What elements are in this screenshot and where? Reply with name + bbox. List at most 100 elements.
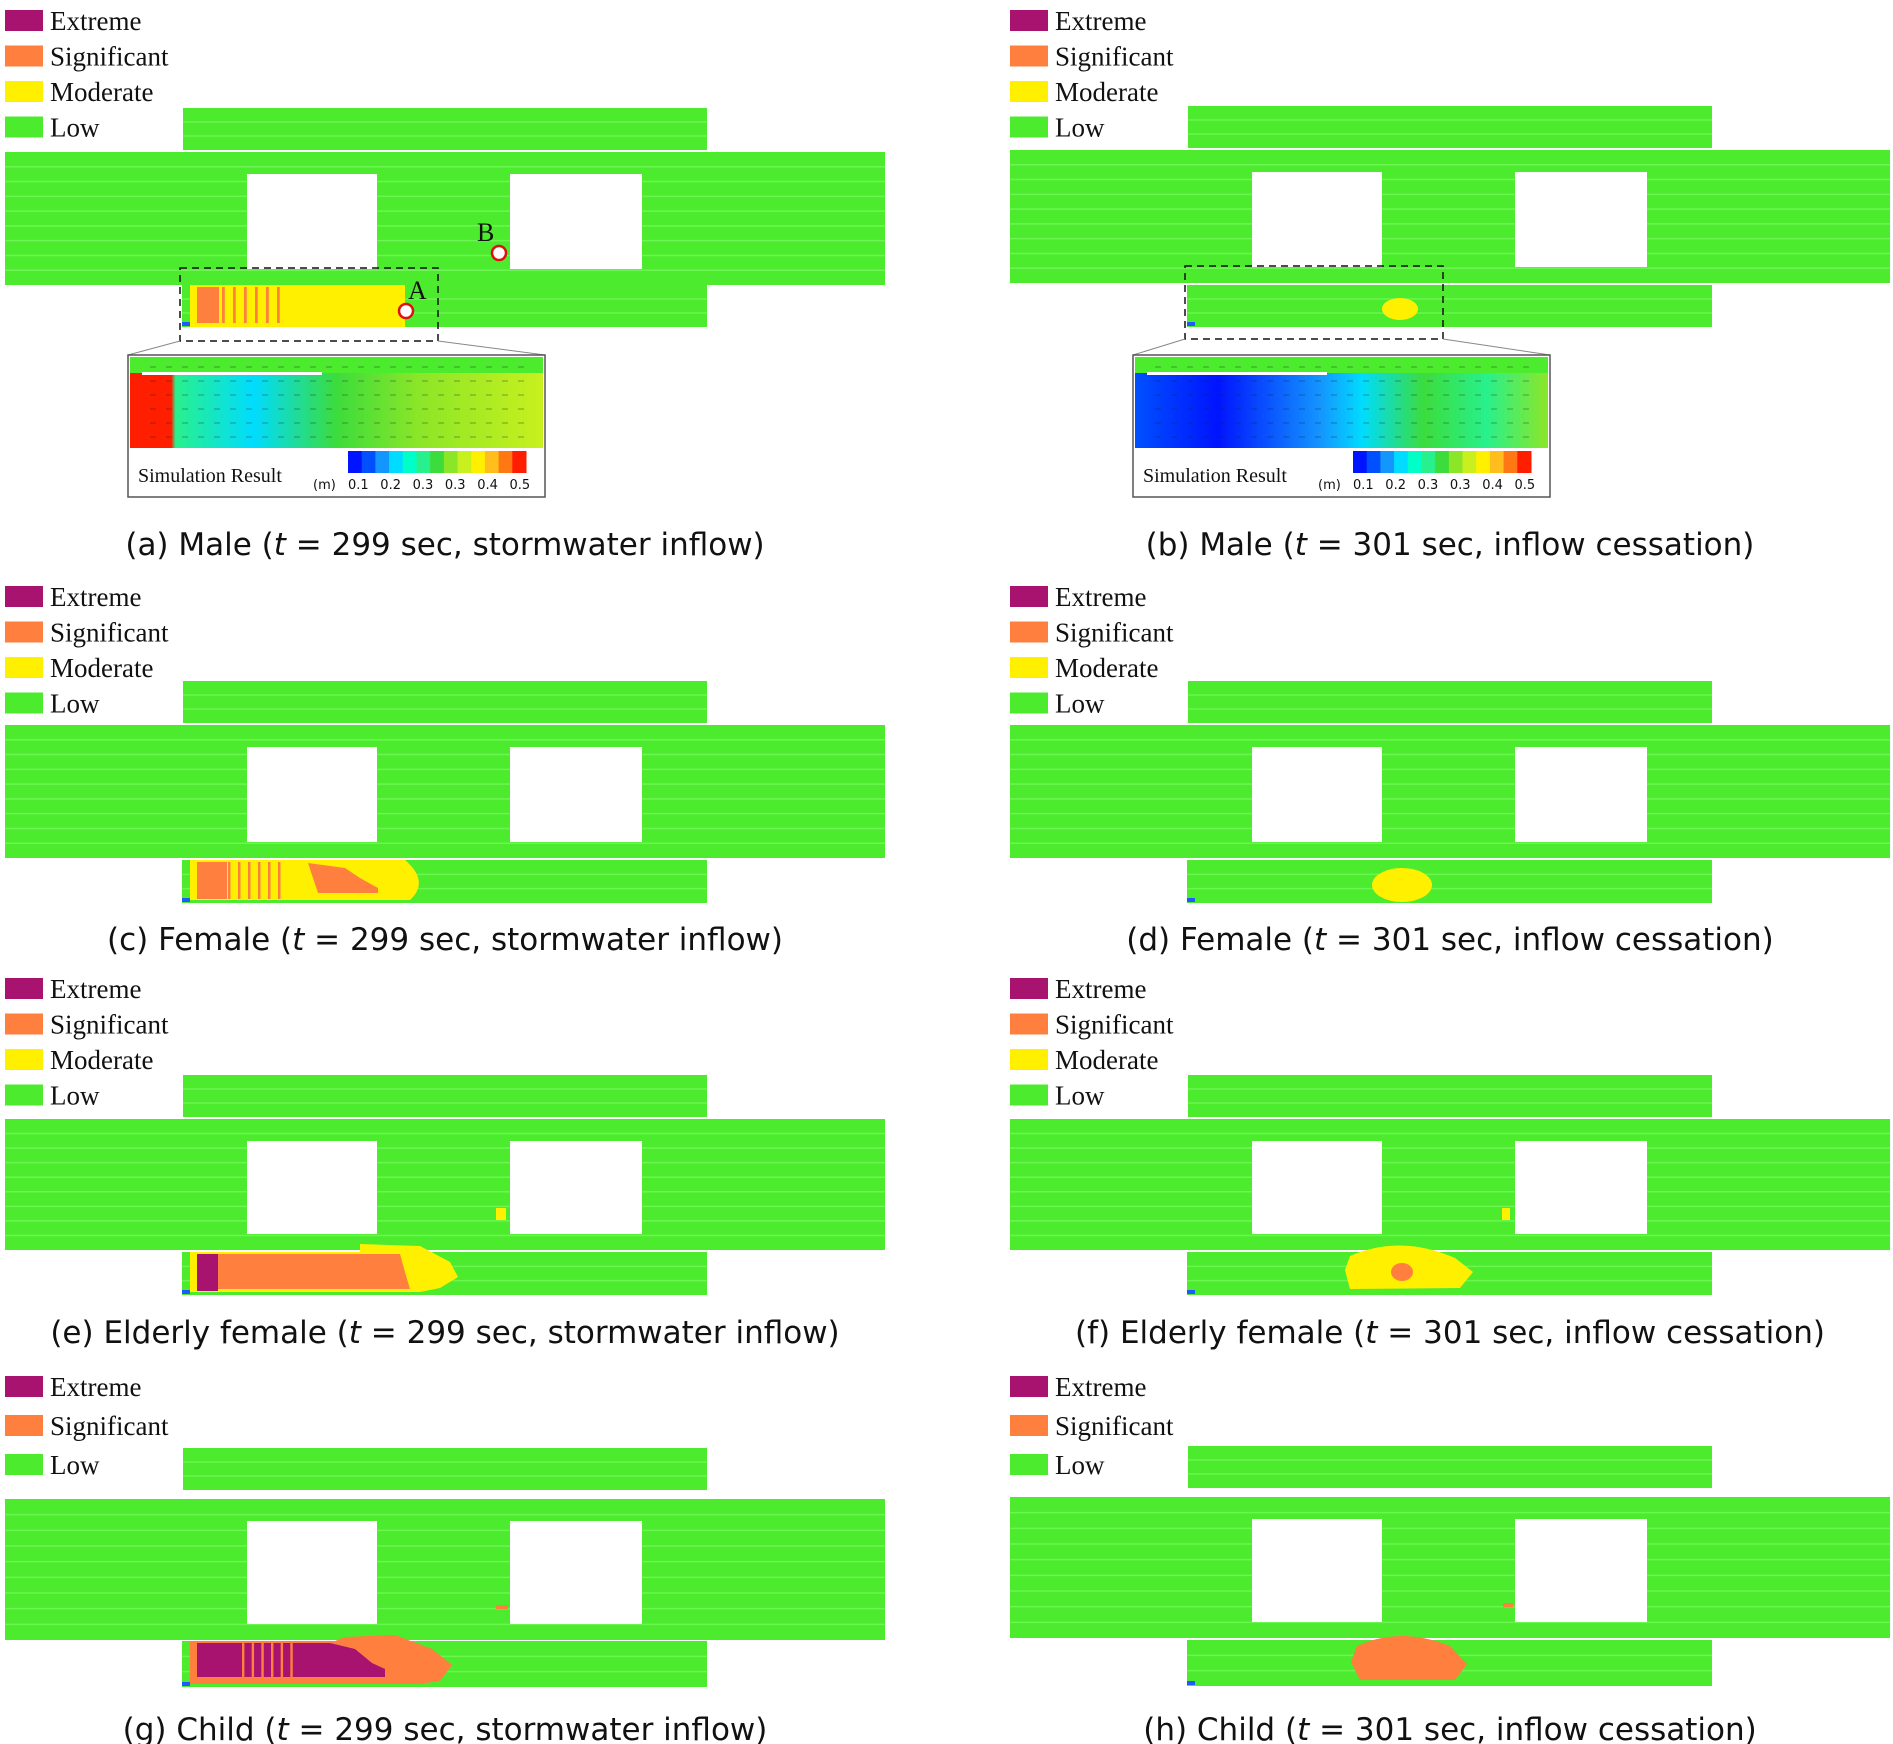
colorbar-cell	[1353, 451, 1368, 473]
legend-label-significant: Significant	[1055, 1411, 1174, 1441]
colorbar-cell	[498, 451, 513, 473]
colorbar-cell	[1421, 451, 1436, 473]
hazard-spot	[1503, 1603, 1513, 1607]
legend-swatch-extreme	[1010, 978, 1048, 999]
colorbar-tick-label: 0.2	[380, 478, 401, 493]
hazard-zone-significant	[1351, 1636, 1467, 1680]
legend-swatch-significant	[1010, 621, 1048, 643]
legend-label-extreme: Extreme	[1055, 6, 1146, 36]
legend-label-low: Low	[1055, 1450, 1105, 1480]
building-block	[247, 174, 377, 269]
legend-swatch-low	[5, 1084, 43, 1106]
main-road-block	[5, 725, 885, 858]
marker-b-label: B	[477, 218, 494, 247]
top-road-strip	[183, 108, 707, 150]
colorbar-cell	[375, 451, 390, 473]
legend-label-moderate: Moderate	[1055, 77, 1158, 107]
main-road-block	[1010, 725, 1890, 858]
legend-swatch-extreme	[5, 1376, 43, 1397]
main-road-block	[1010, 150, 1890, 283]
main-road-block	[1010, 1119, 1890, 1250]
main-road-block	[5, 152, 885, 285]
colorbar-tick-label: 0.3	[445, 478, 466, 493]
legend-swatch-low	[1010, 692, 1048, 714]
colorbar-cell	[1435, 451, 1450, 473]
simulation-field-depth	[1135, 373, 1548, 448]
building-block	[1515, 1519, 1647, 1622]
marker-b	[490, 244, 508, 262]
legend-swatch-low	[1010, 116, 1048, 138]
hazard-zone-moderate	[1382, 298, 1418, 320]
colorbar-cell	[484, 451, 500, 473]
panel-e: Extreme Significant Moderate Low (e) Elderly…	[5, 974, 885, 1351]
inlet-mark	[182, 898, 190, 902]
colorbar-cell	[1503, 451, 1518, 473]
legend-label-moderate: Moderate	[50, 1045, 153, 1075]
colorbar-cell	[1476, 451, 1491, 473]
legend-swatch-extreme	[1010, 10, 1048, 31]
legend-label-low: Low	[50, 1450, 100, 1480]
hazard-zone-significant	[197, 862, 227, 899]
hazard-zone-moderate	[1372, 868, 1432, 902]
hazard-zone-significant	[1391, 1263, 1413, 1281]
legend-swatch-low	[1010, 1454, 1048, 1475]
colorbar-tick-label: 0.5	[1515, 478, 1536, 493]
bottom-road-strip	[1187, 285, 1712, 327]
top-road-strip	[183, 1448, 707, 1490]
legend-label-extreme: Extreme	[1055, 974, 1146, 1004]
building-block	[510, 1521, 642, 1624]
colorbar-tick-label: 0.1	[1353, 478, 1374, 493]
legend-label-moderate: Moderate	[50, 653, 153, 683]
legend-swatch-low	[5, 692, 43, 714]
inlet-mark	[1187, 1681, 1195, 1685]
hazard-zone-extreme	[197, 1254, 218, 1291]
zoom-region-box	[1184, 265, 1444, 340]
hazard-zone-significant	[197, 287, 219, 323]
colorbar-tick-label: 0.3	[1450, 478, 1471, 493]
legend-swatch-low	[5, 1454, 43, 1475]
legend-swatch-significant	[5, 1013, 43, 1035]
colorbar-tick-label: 0.1	[348, 478, 369, 493]
legend-swatch-extreme	[5, 586, 43, 607]
panel-caption: (h) Child (t = 301 sec, inflow cessation…	[1143, 1712, 1757, 1744]
top-road-strip	[1188, 1446, 1712, 1488]
building-block	[1515, 172, 1647, 267]
panel-d: Extreme Significant Moderate Low (d) Female …	[1010, 582, 1890, 958]
colorbar-tick-label: 0.3	[1418, 478, 1439, 493]
marker-a-label: A	[408, 276, 427, 305]
building-block	[1252, 1519, 1382, 1622]
colorbar-tick-label: 0.4	[477, 478, 498, 493]
legend-label-extreme: Extreme	[1055, 1372, 1146, 1402]
legend-label-significant: Significant	[1055, 1010, 1174, 1040]
hazard-spot	[496, 1605, 508, 1609]
legend-label-moderate: Moderate	[1055, 1045, 1158, 1075]
legend-swatch-extreme	[5, 978, 43, 999]
panel-c: Extreme Significant Moderate Low (c) Female …	[5, 582, 885, 958]
panel-caption: (f) Elderly female (t = 301 sec, inflow …	[1075, 1315, 1825, 1351]
legend-label-extreme: Extreme	[50, 974, 141, 1004]
building-block	[1515, 747, 1647, 842]
hazard-zone-significant	[308, 863, 378, 893]
top-road-strip	[1188, 1075, 1712, 1117]
legend-swatch-moderate	[5, 657, 43, 678]
colorbar-cell	[457, 451, 472, 473]
legend-label-significant: Significant	[50, 618, 169, 648]
inset-title: Simulation Result	[138, 465, 282, 487]
hazard-spot	[1502, 1208, 1510, 1220]
legend-swatch-significant	[1010, 1013, 1048, 1035]
colorbar-cell	[443, 451, 459, 473]
panel-caption: (g) Child (t = 299 sec, stormwater inflo…	[123, 1712, 768, 1744]
marker-a	[397, 302, 415, 320]
panel-h: Extreme Significant Low (h) Child (t = 301 …	[1010, 1372, 1890, 1744]
inlet-mark	[182, 1682, 190, 1686]
colorbar-cell	[430, 451, 445, 473]
legend-label-low: Low	[1055, 1081, 1105, 1111]
main-road-block	[1010, 1497, 1890, 1638]
colorbar-cell	[402, 451, 417, 473]
colorbar-cell	[1380, 451, 1395, 473]
top-road-strip	[1188, 106, 1712, 148]
legend-label-moderate: Moderate	[50, 77, 153, 107]
panel-caption: (d) Female (t = 301 sec, inflow cessatio…	[1126, 922, 1773, 958]
legend-label-significant: Significant	[1055, 618, 1174, 648]
colorbar-unit: (m)	[313, 478, 336, 493]
